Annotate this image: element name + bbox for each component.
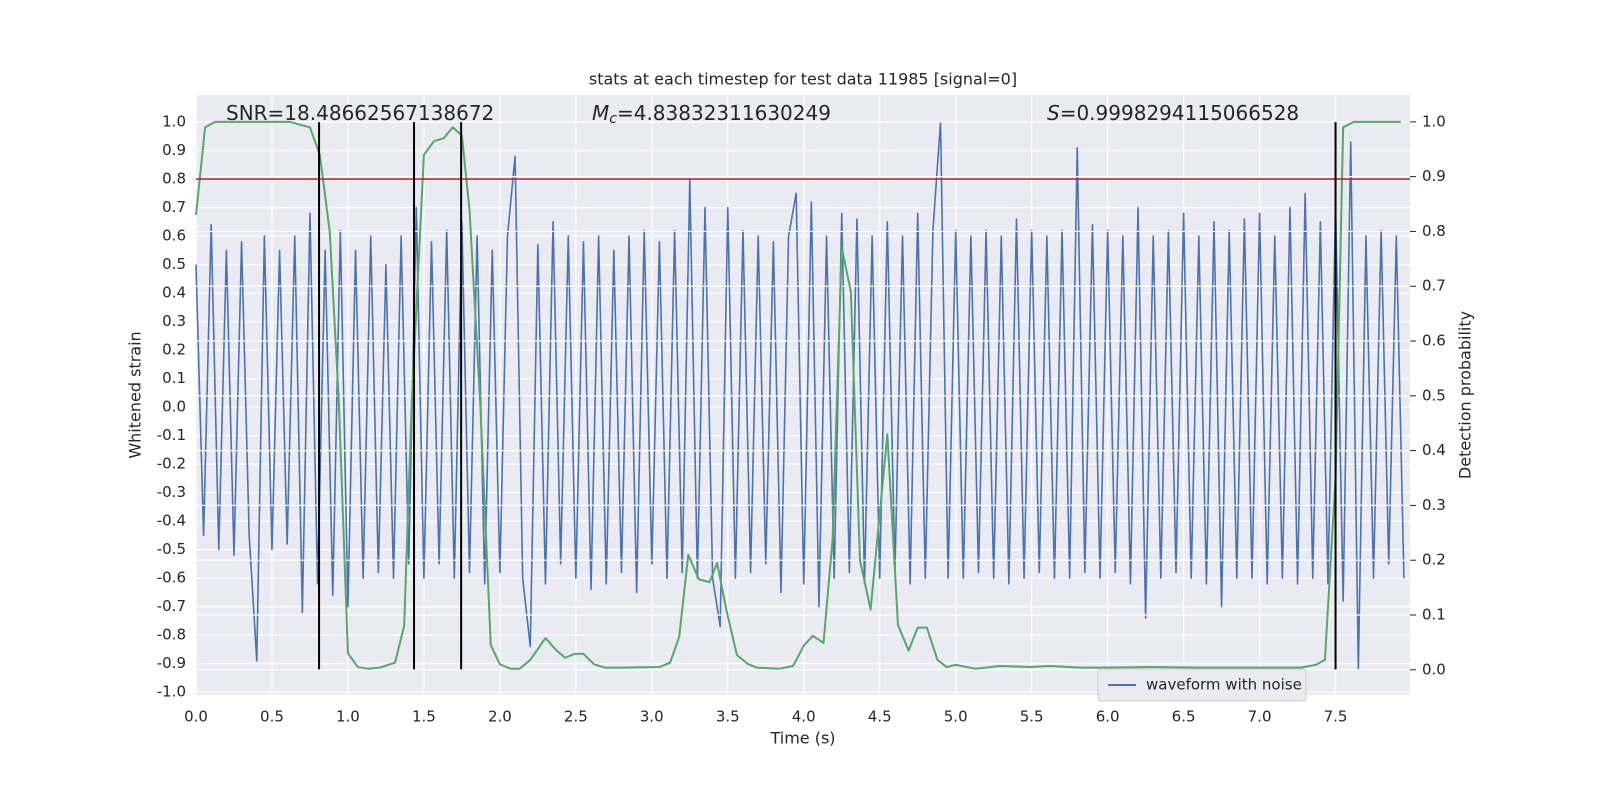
y-tick-label: -0.7 [157, 597, 186, 615]
mc-annotation: Mc=4.83832311630249 [592, 101, 831, 128]
y-tick-label: 0.8 [162, 170, 186, 188]
y-tick-label: -0.9 [157, 654, 186, 672]
y-tick-label: -0.3 [157, 483, 186, 501]
annotation-part: =0.9998294115066528 [1060, 101, 1299, 125]
y2-tick-label: 1.0 [1422, 112, 1446, 130]
y-tick-label: -0.5 [157, 540, 186, 558]
legend-label: waveform with noise [1146, 676, 1302, 694]
y-tick-label: 0.0 [162, 398, 186, 416]
x-tick-label: 6.0 [1096, 708, 1120, 726]
x-tick-label: 0.5 [260, 708, 284, 726]
annotation-part: SNR=18.48662567138672 [226, 101, 494, 125]
annotation-symbol: M [592, 101, 609, 125]
line-series [195, 121, 1405, 671]
annotation-part: =4.83832311630249 [617, 101, 831, 125]
chart-title: stats at each timestep for test data 119… [589, 70, 1017, 89]
x-tick-label: 7.5 [1324, 708, 1348, 726]
x-tick-label: 6.5 [1172, 708, 1196, 726]
s-annotation: S=0.9998294115066528 [1047, 101, 1299, 125]
y2-axis-label: Detection probability [1456, 311, 1475, 479]
y-tick-label: 0.3 [162, 312, 186, 330]
y-tick-label: 0.4 [162, 284, 186, 302]
y-tick-label: -0.6 [157, 569, 186, 587]
legend-box [1097, 668, 1307, 702]
y2-tick-label: 0.3 [1422, 496, 1446, 514]
y-axis-label: Whitened strain [126, 331, 145, 458]
x-tick-label: 3.0 [640, 708, 664, 726]
x-tick-label: 0.0 [184, 708, 208, 726]
y2-tick-label: 0.4 [1422, 441, 1446, 459]
annotation-subscript: c [609, 111, 617, 127]
y-tick-label: -1.0 [157, 683, 186, 701]
y-tick-label: -0.8 [157, 626, 186, 644]
x-tick-label: 5.5 [1020, 708, 1044, 726]
plot-area [196, 95, 1410, 695]
x-axis-label: Time (s) [769, 729, 835, 748]
y2-tick-label: 0.0 [1422, 660, 1446, 678]
x-tick-label: 3.5 [716, 708, 740, 726]
line-series [195, 120, 1401, 670]
x-tick-label: 4.0 [792, 708, 816, 726]
y-tick-label: 0.7 [162, 198, 186, 216]
x-tick-label: 5.0 [944, 708, 968, 726]
x-tick-label: 4.5 [868, 708, 892, 726]
y-tick-label: -0.1 [157, 426, 186, 444]
y2-tick-label: 0.6 [1422, 332, 1446, 350]
annotation-part: S [1047, 101, 1060, 125]
y-tick-label: 0.1 [162, 369, 186, 387]
y2-tick-label: 0.1 [1422, 606, 1446, 624]
x-tick-label: 2.5 [564, 708, 588, 726]
y2-tick-label: 0.8 [1422, 222, 1446, 240]
y-tick-label: 0.5 [162, 255, 186, 273]
y-tick-label: 1.0 [162, 113, 186, 131]
x-tick-label: 1.5 [412, 708, 436, 726]
y-tick-label: 0.6 [162, 227, 186, 245]
x-tick-label: 2.0 [488, 708, 512, 726]
y2-tick-label: 0.2 [1422, 551, 1446, 569]
y-tick-label: 0.9 [162, 141, 186, 159]
y2-tick-label: 0.5 [1422, 386, 1446, 404]
y-tick-label: 0.2 [162, 341, 186, 359]
snr-annotation: SNR=18.48662567138672 [226, 101, 494, 125]
y-tick-label: -0.2 [157, 455, 186, 473]
x-tick-label: 1.0 [336, 708, 360, 726]
y2-tick-label: 0.7 [1422, 277, 1446, 295]
x-tick-label: 7.0 [1248, 708, 1272, 726]
y-tick-label: -0.4 [157, 512, 186, 530]
y2-tick-label: 0.9 [1422, 167, 1446, 185]
